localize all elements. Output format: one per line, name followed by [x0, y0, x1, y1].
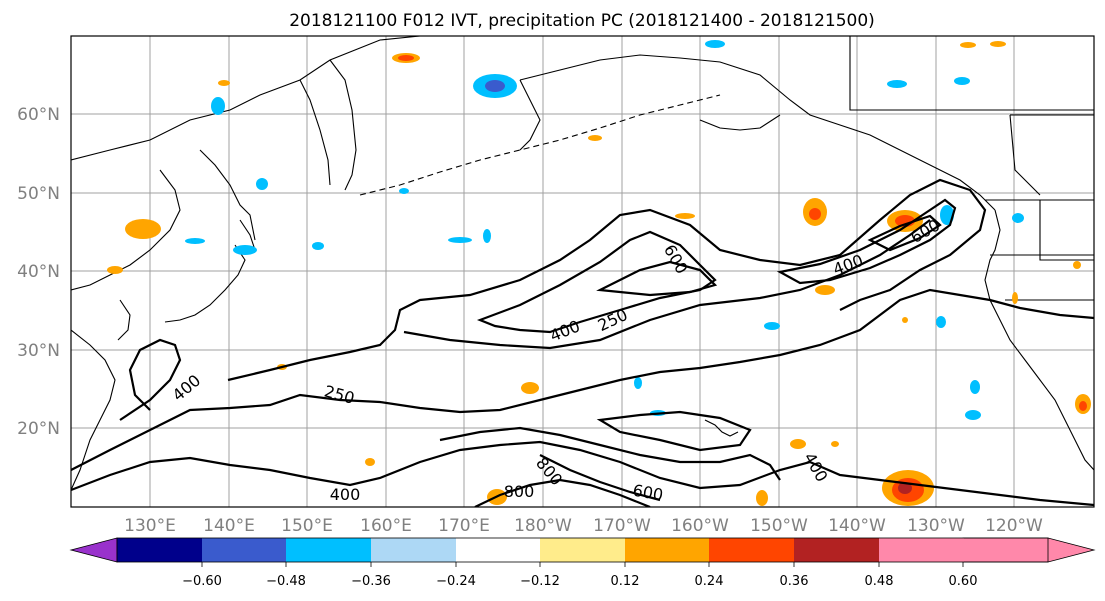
- lon-label: 150°E: [281, 516, 333, 536]
- lon-label: 160°E: [360, 516, 412, 536]
- figure-title: 2018121100 F012 IVT, precipitation PC (2…: [289, 11, 875, 31]
- precip-shading: [107, 40, 1091, 506]
- colorbar-tick-label: 0.24: [695, 574, 724, 589]
- colorbar-segment: [286, 538, 371, 562]
- lon-label: 120°W: [985, 516, 1043, 536]
- colorbar-tick-label: 0.12: [611, 574, 640, 589]
- coastlines: [71, 36, 1094, 491]
- colorbar-segment: [879, 538, 964, 562]
- lon-label: 160°W: [671, 516, 729, 536]
- colorbar-tick-labels: −0.60 −0.48 −0.36 −0.24 −0.12 0.12 0.24 …: [182, 574, 977, 589]
- colorbar-extend-low: [69, 537, 118, 563]
- colorbar-outline: [116, 537, 1049, 563]
- colorbar-tick-label: −0.48: [266, 574, 306, 589]
- colorbar-segment: [371, 538, 456, 562]
- ivt-contours: [71, 178, 1094, 507]
- lon-label: 140°W: [828, 516, 886, 536]
- colorbar-tick-label: −0.24: [436, 574, 476, 589]
- lon-label: 130°E: [124, 516, 176, 536]
- colorbar: −0.60 −0.48 −0.36 −0.24 −0.12 0.12 0.24 …: [69, 537, 1096, 589]
- lon-label: 180°W: [514, 516, 572, 536]
- contour-label: 400: [330, 485, 361, 504]
- contour-label: 800: [504, 482, 535, 501]
- lat-label: 40°N: [17, 262, 60, 282]
- colorbar-extend-high: [962, 537, 1096, 563]
- lon-label: 170°E: [438, 516, 490, 536]
- colorbar-segment: [202, 538, 287, 562]
- colorbar-segment: [794, 538, 879, 562]
- map-frame: [70, 35, 1095, 508]
- lat-label: 50°N: [17, 184, 60, 204]
- lat-label: 30°N: [17, 341, 60, 361]
- colorbar-tick-label: 0.36: [780, 574, 809, 589]
- lat-label: 60°N: [17, 105, 60, 125]
- colorbar-tick-label: 0.60: [949, 574, 978, 589]
- lon-label: 140°E: [203, 516, 255, 536]
- latitude-labels: 60°N 50°N 40°N 30°N 20°N: [17, 105, 60, 439]
- colorbar-segment: [625, 538, 710, 562]
- colorbar-segment: [117, 538, 202, 562]
- lon-label: 170°W: [593, 516, 651, 536]
- lon-label: 150°W: [750, 516, 808, 536]
- colorbar-tick-label: −0.36: [351, 574, 391, 589]
- colorbar-tick-label: −0.12: [520, 574, 560, 589]
- lon-label: 130°W: [907, 516, 965, 536]
- longitude-labels: 130°E 140°E 150°E 160°E 170°E 180°W 170°…: [124, 516, 1043, 536]
- colorbar-segment: [456, 538, 541, 562]
- colorbar-tick-label: 0.48: [865, 574, 894, 589]
- colorbar-segment: [709, 538, 794, 562]
- colorbar-segment: [540, 538, 625, 562]
- colorbar-ticks: [201, 562, 964, 567]
- colorbar-tick-label: −0.60: [182, 574, 222, 589]
- lat-label: 20°N: [17, 419, 60, 439]
